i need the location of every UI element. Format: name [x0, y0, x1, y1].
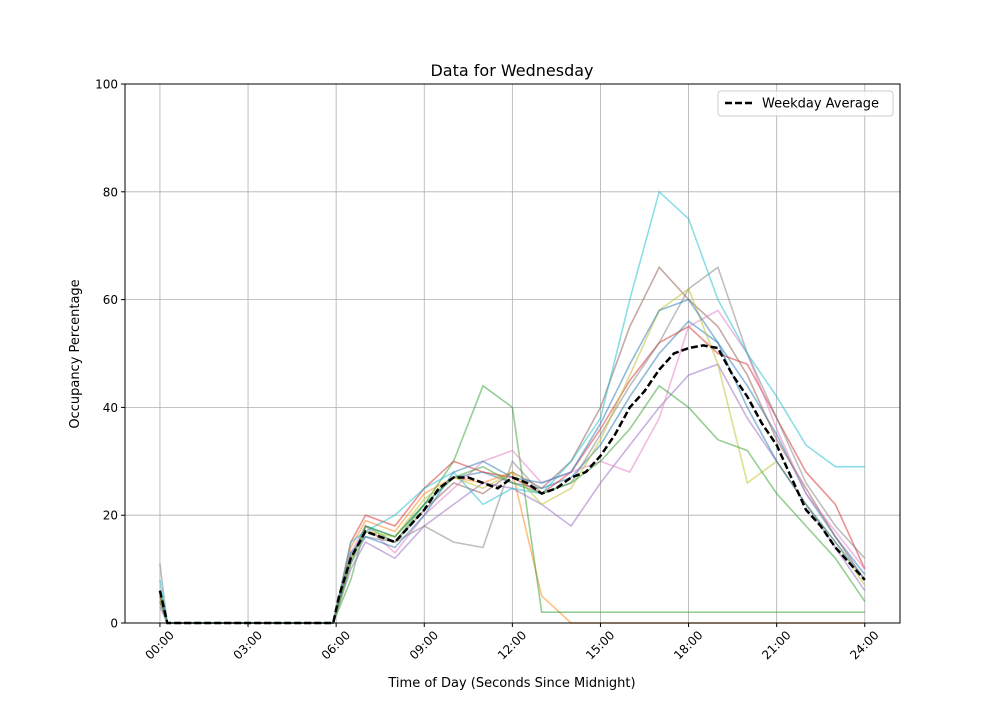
x-tick-label: 24:00 — [847, 628, 881, 662]
series-lines — [158, 190, 866, 625]
x-tick-label: 21:00 — [759, 628, 793, 662]
legend-average-label: Weekday Average — [762, 97, 879, 112]
x-tick-label: 03:00 — [231, 628, 265, 662]
x-tick-label: 15:00 — [583, 628, 617, 662]
x-tick-label: 12:00 — [495, 628, 529, 662]
y-tick-label: 100 — [95, 78, 118, 92]
y-tick-label: 0 — [110, 617, 118, 631]
y-axis-label: Occupancy Percentage — [68, 279, 83, 428]
y-tick-label: 60 — [103, 293, 118, 307]
legend: Weekday Average — [717, 90, 894, 117]
x-tick-label: 06:00 — [319, 628, 353, 662]
x-tick-label: 00:00 — [143, 628, 177, 662]
x-tick-label: 09:00 — [407, 628, 441, 662]
chart-title: Data for Wednesday — [430, 61, 593, 80]
day-series-line-5 — [159, 363, 866, 624]
x-tick-label: 18:00 — [671, 628, 705, 662]
weekday-average-line — [158, 344, 866, 625]
day-series-line-3 — [159, 384, 865, 624]
x-axis-label: Time of Day (Seconds Since Midnight) — [387, 676, 635, 691]
y-tick-label: 40 — [103, 401, 118, 415]
legend-box — [717, 90, 894, 117]
y-tick-label: 20 — [103, 509, 118, 523]
y-tick-label: 80 — [103, 185, 118, 199]
